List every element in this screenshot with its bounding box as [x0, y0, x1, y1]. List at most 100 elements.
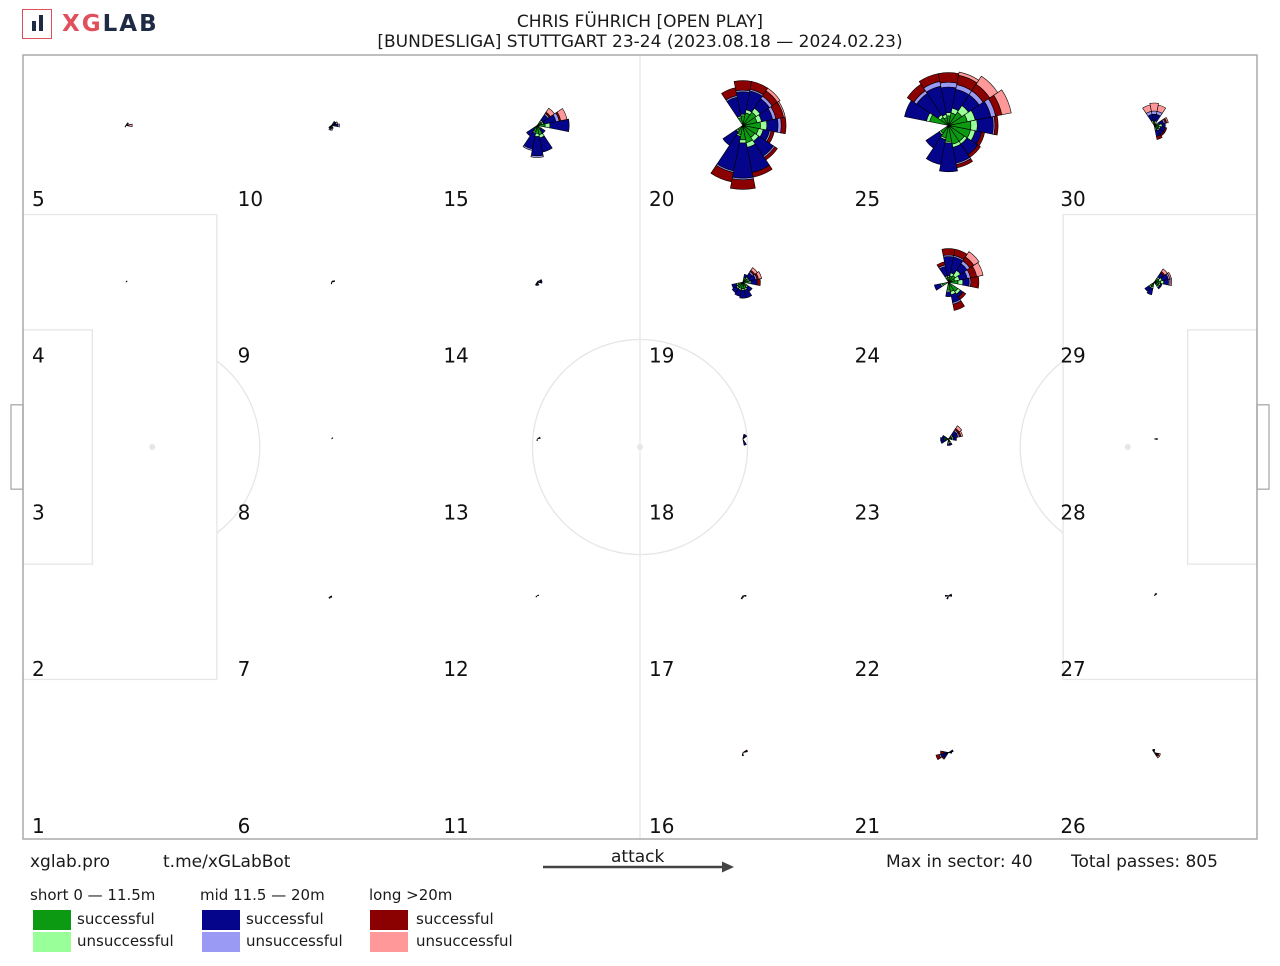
zone-12-sector-1-band-2	[537, 594, 540, 597]
legend-swatch-short-successful	[33, 910, 71, 930]
zone-number-29: 29	[1060, 344, 1085, 368]
pitch-outline	[22, 54, 1258, 840]
zone-21-sector-1-band-2	[950, 749, 954, 753]
left-penalty-arc	[216, 360, 261, 534]
zone-number-11: 11	[443, 814, 468, 838]
zone-number-15: 15	[443, 187, 468, 211]
zone-number-1: 1	[32, 814, 45, 838]
max-in-sector: Max in sector: 40	[886, 852, 1033, 872]
zone-24-sector-5-band-4	[936, 261, 946, 268]
logo-wordmark: XGLAB	[62, 11, 159, 37]
zone-22-sector-11-band-2	[946, 596, 949, 600]
zone-18-sector-13-band-2	[742, 439, 747, 446]
zone-19-sector-0-band-4	[756, 278, 761, 286]
zone-number-20: 20	[649, 187, 674, 211]
zone-4-sector-2-band-2	[125, 280, 128, 283]
right-six-yard-box	[1187, 329, 1258, 565]
logo-xg: XG	[62, 11, 103, 37]
legend-swatch-long-unsuccessful	[370, 932, 408, 952]
zone-number-4: 4	[32, 344, 45, 368]
zone-number-27: 27	[1060, 657, 1085, 681]
bar-chart-icon	[22, 9, 52, 39]
zone-24-sector-0-band-4	[970, 275, 980, 289]
zone-21-sector-9-band-4	[935, 754, 941, 761]
zone-17-sector-0-band-2	[744, 594, 747, 597]
xglab-logo: XGLAB	[22, 9, 159, 39]
zone-number-26: 26	[1060, 814, 1085, 838]
zone-number-6: 6	[238, 814, 251, 838]
zone-5-sector-0-band-5	[128, 123, 133, 128]
bot-link[interactable]: t.me/xGLabBot	[163, 852, 291, 872]
center-circle	[531, 338, 749, 556]
zone-23-sector-9-band-2	[940, 439, 947, 444]
left-goal	[10, 404, 24, 490]
zone-20-sector-0-band-1	[759, 120, 768, 131]
zone-24-sector-4-band-4	[941, 248, 956, 256]
zone-27-sector-2-band-2	[1154, 592, 1158, 596]
zone-25-sector-4-band-3	[939, 81, 958, 89]
right-penalty-spot	[1124, 444, 1131, 450]
zone-29-sector-2-band-5	[1160, 268, 1168, 276]
zone-7-sector-10-band-2	[328, 596, 332, 599]
zone-19-sector-3-band-2	[743, 274, 748, 279]
legend-label-long-successful: successful	[416, 910, 494, 928]
zone-29-sector-0-band-5	[1169, 278, 1173, 286]
legend-label-mid-unsuccessful: unsuccessful	[246, 932, 343, 950]
zone-20-sector-0-band-4	[780, 116, 787, 135]
zone-number-30: 30	[1060, 187, 1085, 211]
zone-23-sector-13-band-2	[949, 442, 953, 446]
zone-29-sector-11-band-2	[1146, 287, 1154, 296]
legend-swatch-mid-unsuccessful	[202, 932, 240, 952]
zone-30-sector-15-band-4	[1163, 127, 1168, 133]
zone-20-sector-13-band-4	[751, 164, 773, 178]
site-link[interactable]: xglab.pro	[30, 852, 110, 872]
zone-14-sector-1-band-2	[539, 279, 543, 282]
zone-17-sector-13-band-2	[742, 595, 745, 598]
zone-number-8: 8	[238, 500, 251, 524]
zone-20-sector-15-band-4	[766, 130, 775, 144]
zone-number-19: 19	[649, 344, 674, 368]
zone-14-sector-13-band-2	[537, 283, 540, 286]
legend-label-short-unsuccessful: unsuccessful	[77, 932, 174, 950]
attack-label: attack	[611, 847, 665, 867]
zone-number-9: 9	[238, 344, 251, 368]
zone-22-sector-1-band-2	[949, 593, 952, 596]
zone-24-sector-14-band-4	[957, 291, 967, 300]
zone-5-sector-11-band-5	[124, 125, 127, 128]
chart-subtitle: [BUNDESLIGA] STUTTGART 23-24 (2023.08.18…	[377, 32, 903, 52]
zone-9-sector-12-band-2	[330, 282, 333, 285]
zone-20-sector-4-band-4	[733, 80, 752, 92]
zone-number-23: 23	[855, 500, 880, 524]
zone-19-sector-2-band-5	[750, 267, 758, 275]
zone-8-sector-2-band-2	[331, 437, 334, 440]
zone-13-sector-12-band-2	[536, 438, 538, 441]
center-spot	[637, 444, 643, 450]
zone-29-sector-15-band-2	[1159, 283, 1163, 288]
zone-10-sector-1-band-5	[335, 121, 339, 125]
zone-12-sector-10-band-2	[535, 595, 538, 598]
zone-20-sector-5-band-4	[721, 87, 738, 101]
legend-swatch-short-unsuccessful	[33, 932, 71, 952]
zone-9-sector-2-band-0	[331, 280, 334, 283]
zone-24-sector-13-band-4	[952, 300, 965, 311]
zone-26-sector-15-band-5	[1157, 753, 1161, 757]
zone-30-sector-5-band-5	[1142, 104, 1152, 114]
zone-25-sector-0-band-1	[970, 119, 978, 132]
zone-25-sector-4-band-4	[937, 72, 960, 84]
zone-number-12: 12	[443, 657, 468, 681]
legend-label-mid-successful: successful	[246, 910, 324, 928]
zone-21-sector-10-band-4	[941, 755, 946, 760]
zone-number-3: 3	[32, 500, 45, 524]
zone-25-sector-15-band-4	[976, 131, 985, 147]
legend-short-title: short 0 — 11.5m	[30, 886, 156, 904]
zone-20-sector-12-band-4	[729, 178, 756, 190]
zone-number-17: 17	[649, 657, 674, 681]
zone-15-sector-1-band-5	[556, 108, 568, 122]
zone-number-5: 5	[32, 187, 45, 211]
zone-5-sector-2-band-4	[126, 122, 129, 125]
zone-number-28: 28	[1060, 500, 1085, 524]
zone-15-sector-12-band-3	[530, 154, 544, 158]
legend-label-short-successful: successful	[77, 910, 155, 928]
legend-mid-title: mid 11.5 — 20m	[200, 886, 325, 904]
